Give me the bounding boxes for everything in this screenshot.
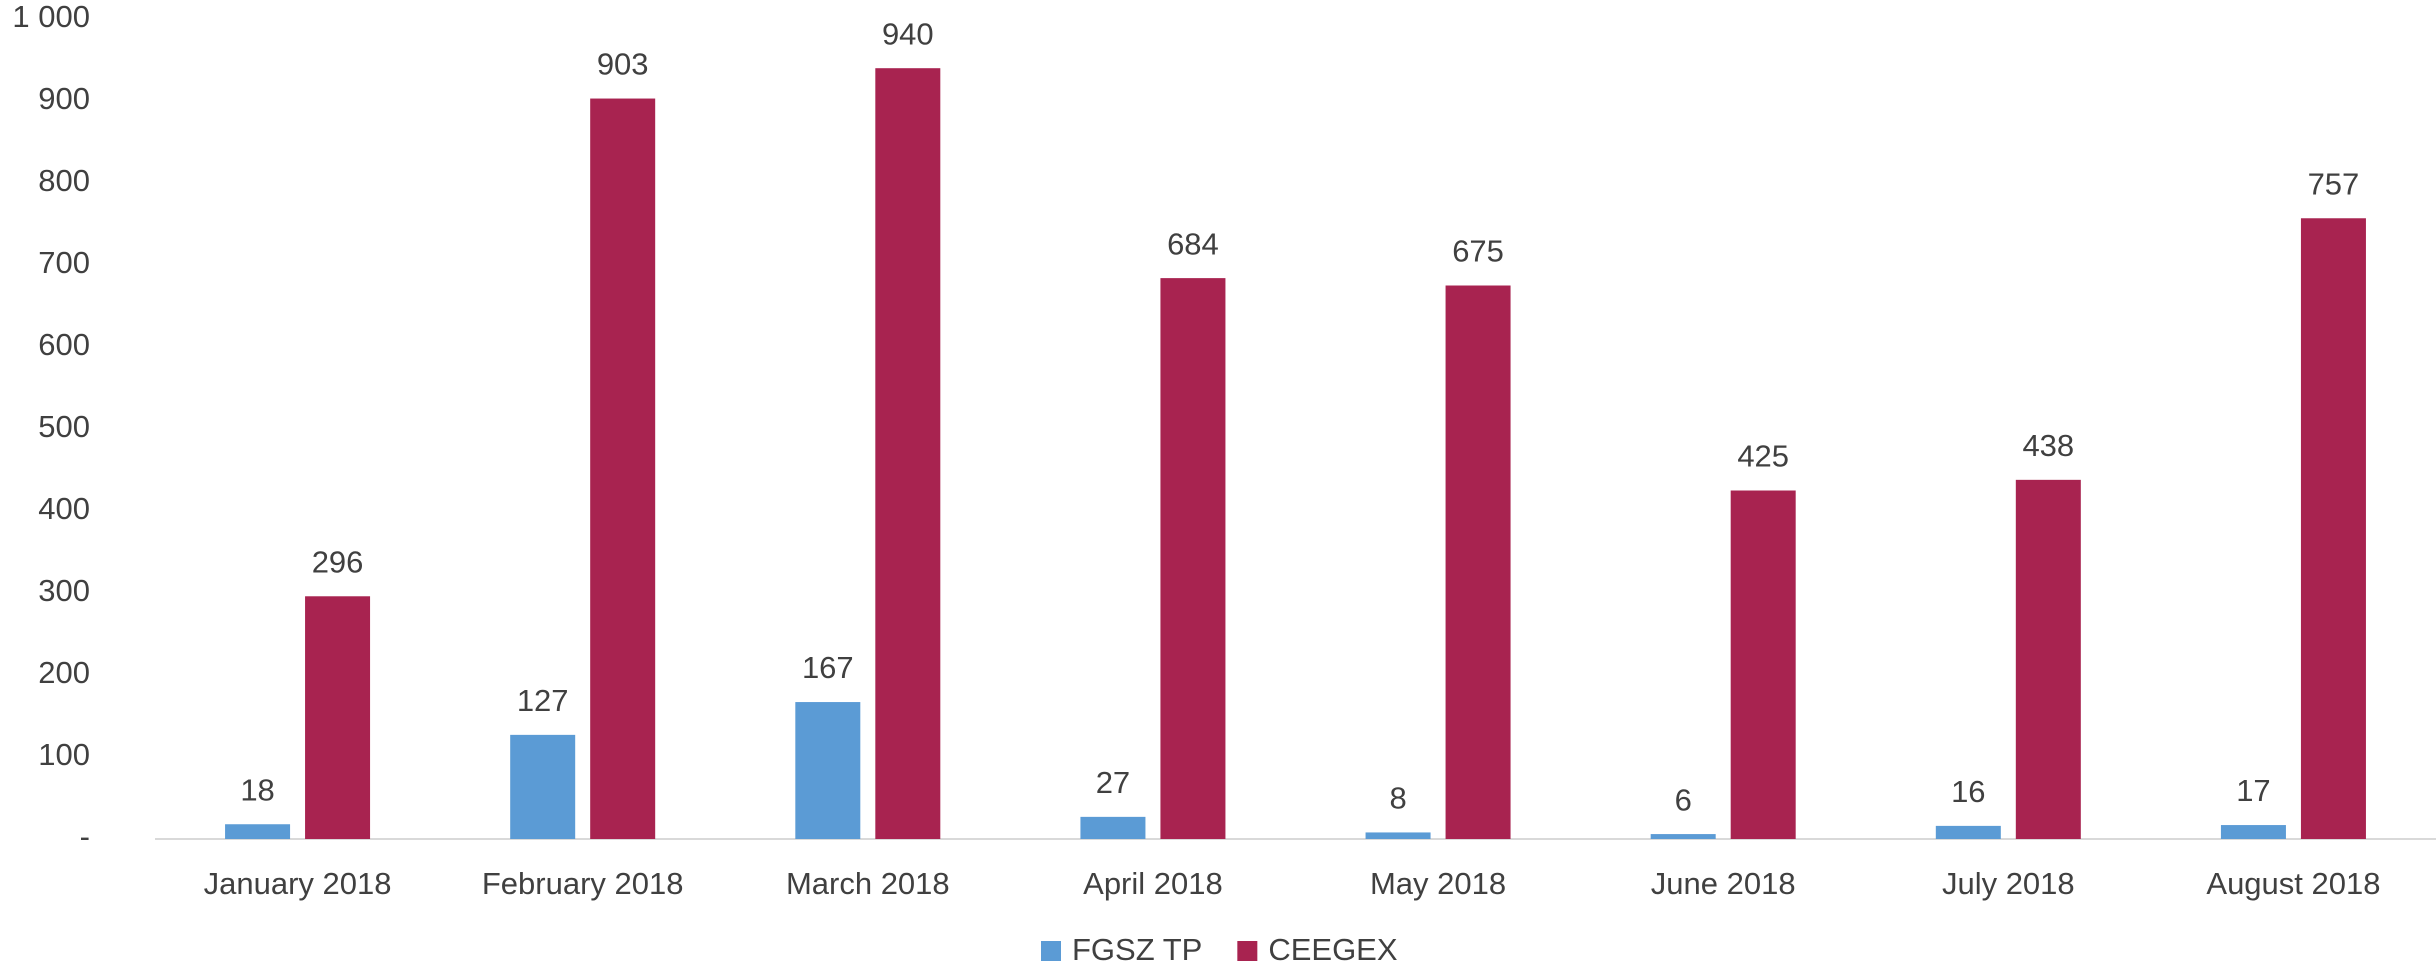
bar [2015,479,2081,839]
value-label: 438 [2022,428,2074,463]
bar [1935,825,2001,839]
x-tick-label: February 2018 [482,866,684,901]
y-tick-label: 400 [38,491,90,526]
y-tick-label: - [80,819,90,854]
x-tick-label: July 2018 [1942,866,2075,901]
bar [1445,285,1511,839]
x-tick-label: August 2018 [2206,866,2380,901]
x-tick-label: April 2018 [1083,866,1223,901]
bar [875,68,941,839]
y-tick-label: 100 [38,737,90,772]
value-label: 127 [517,683,569,718]
value-label: 18 [240,772,274,807]
value-label: 17 [2236,773,2270,808]
bar [1080,816,1146,839]
bar [1160,278,1226,839]
legend-label: FGSZ TP [1072,932,1202,965]
y-tick-label: 900 [38,81,90,116]
value-label: 757 [2308,166,2360,201]
bar [225,824,291,839]
y-tick-label: 700 [38,245,90,280]
legend-label: CEEGEX [1268,932,1398,965]
y-tick-label: 300 [38,573,90,608]
x-tick-label: March 2018 [786,866,950,901]
x-tick-label: May 2018 [1370,866,1506,901]
value-label: 27 [1096,765,1130,800]
value-label: 684 [1167,226,1219,261]
value-label: 296 [312,544,364,579]
value-label: 903 [597,47,649,82]
bar [1365,832,1431,839]
y-tick-label: 200 [38,655,90,690]
y-tick-label: 600 [38,327,90,362]
bar [2300,218,2366,839]
x-tick-label: June 2018 [1651,866,1796,901]
y-tick-label: 800 [38,163,90,198]
value-label: 425 [1737,439,1789,474]
value-label: 6 [1675,782,1692,817]
bar [510,734,576,839]
value-label: 16 [1951,774,1985,809]
bar [1650,834,1716,839]
value-label: 8 [1389,781,1406,816]
bar [305,596,371,839]
bar [590,98,656,840]
y-tick-label: 500 [38,409,90,444]
value-label: 167 [802,650,854,685]
legend-swatch [1041,941,1061,961]
value-label: 675 [1452,234,1504,269]
bar [1730,490,1796,839]
bar [795,702,861,839]
legend-swatch [1237,941,1258,961]
bar [2220,825,2286,839]
y-tick-label: 1 000 [12,0,90,34]
value-label: 940 [882,16,934,51]
x-tick-label: January 2018 [204,866,392,901]
